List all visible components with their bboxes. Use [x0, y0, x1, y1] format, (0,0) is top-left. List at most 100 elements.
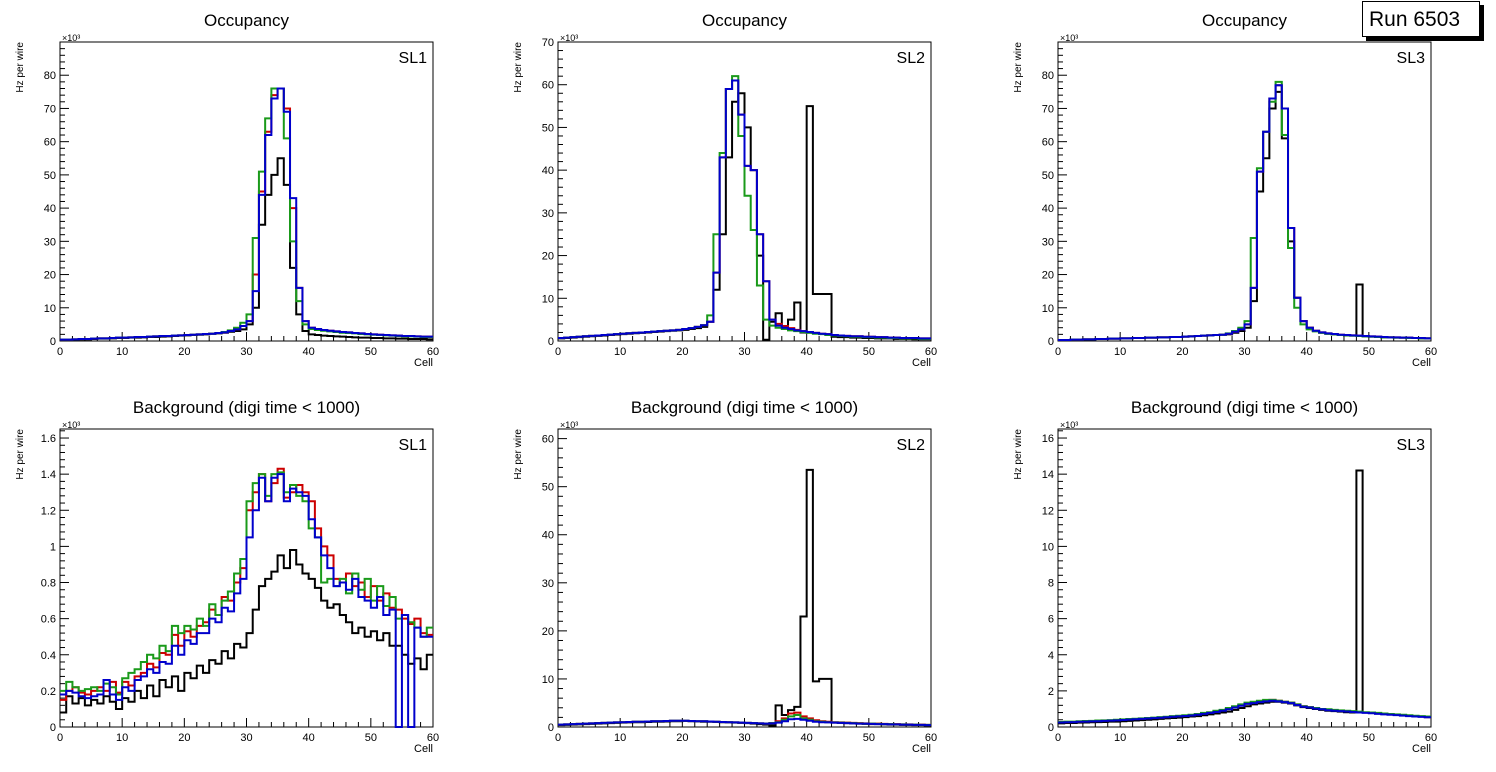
y-tick-label: 14 — [1042, 469, 1054, 481]
x-tick-label: 30 — [738, 346, 750, 358]
series-blue — [558, 717, 931, 727]
y-tick-label: 60 — [1042, 137, 1054, 149]
sl-label: SL2 — [897, 437, 926, 454]
chart-title: Occupancy — [1202, 11, 1288, 30]
series-black — [1058, 90, 1431, 342]
x-tick-label: 30 — [240, 732, 252, 744]
series-black — [60, 157, 433, 342]
y-tick-label: 0 — [50, 336, 56, 348]
series-red — [60, 87, 433, 341]
chart-panel-6: Background (digi time < 1000)0 10 20 30 40 50… — [1013, 398, 1437, 755]
sl-label: SL1 — [399, 437, 428, 454]
x-tick-label: 60 — [427, 732, 439, 744]
y-tick-label: 40 — [542, 530, 554, 542]
x-tick-label: 20 — [676, 732, 688, 744]
x-tick-label: 0 — [555, 346, 561, 358]
x-tick-label: 50 — [1363, 732, 1375, 744]
chart-panel-5: Background (digi time < 1000) 0 10 20 30 40 50… — [513, 398, 937, 755]
y-tick-label: 30 — [1042, 236, 1054, 248]
x-tick-label: 20 — [1176, 346, 1188, 358]
x-tick-label: 0 — [1055, 732, 1061, 744]
x-tick-label: 50 — [365, 346, 377, 358]
y-axis-label: Hz per wire — [513, 42, 524, 93]
chart-panel-4: Background (digi time < 1000)0 10 20 30 40 50… — [15, 398, 439, 755]
x-tick-label: 10 — [116, 346, 128, 358]
chart-title: Occupancy — [702, 11, 788, 30]
x-tick-label: 10 — [116, 732, 128, 744]
y-tick-label: 40 — [542, 165, 554, 177]
y-tick-label: 0 — [1048, 722, 1054, 734]
y-tick-label: 70 — [44, 103, 56, 115]
y-tick-label: 2 — [1048, 686, 1054, 698]
sl-label: SL3 — [1397, 437, 1426, 454]
x-tick-label: 50 — [863, 346, 875, 358]
y-multiplier-label: ×10³ — [62, 33, 80, 43]
x-tick-label: 40 — [1301, 346, 1313, 358]
plot-frame — [557, 428, 932, 728]
x-axis-label: Cell — [414, 743, 433, 755]
y-tick-label: 10 — [1042, 303, 1054, 315]
series-green — [1058, 80, 1431, 342]
y-tick-label: 1.6 — [41, 433, 56, 445]
y-tick-label: 70 — [542, 37, 554, 49]
x-tick-label: 10 — [1114, 346, 1126, 358]
sl-label: SL1 — [399, 50, 428, 67]
y-tick-label: 8 — [1048, 578, 1054, 590]
y-tick-label: 10 — [1042, 541, 1054, 553]
x-tick-label: 20 — [676, 346, 688, 358]
series-blue — [558, 79, 931, 340]
y-tick-label: 6 — [1048, 614, 1054, 626]
series-red — [1058, 84, 1431, 342]
plot-frame — [1057, 41, 1432, 342]
y-tick-label: 40 — [1042, 203, 1054, 215]
sl-label: SL3 — [1397, 50, 1426, 67]
y-tick-label: 50 — [44, 170, 56, 182]
y-multiplier-label: ×10³ — [62, 420, 80, 430]
y-multiplier-label: ×10³ — [1060, 420, 1078, 430]
y-tick-label: 12 — [1042, 505, 1054, 517]
x-tick-label: 20 — [178, 732, 190, 744]
x-tick-label: 30 — [1238, 346, 1250, 358]
y-tick-label: 10 — [542, 674, 554, 686]
y-tick-label: 80 — [44, 70, 56, 82]
x-tick-label: 60 — [427, 346, 439, 358]
plot-frame — [59, 41, 434, 342]
sl-label: SL2 — [897, 50, 926, 67]
y-multiplier-label: ×10³ — [560, 33, 578, 43]
y-axis-label: Hz per wire — [15, 42, 26, 93]
series-black — [60, 549, 433, 714]
y-tick-label: 0 — [548, 722, 554, 734]
x-tick-label: 30 — [1238, 732, 1250, 744]
x-tick-label: 20 — [178, 346, 190, 358]
x-axis-label: Cell — [912, 743, 931, 755]
y-axis-label: Hz per wire — [1013, 429, 1024, 480]
x-tick-label: 10 — [614, 346, 626, 358]
y-tick-label: 20 — [542, 251, 554, 263]
y-axis-label: Hz per wire — [15, 429, 26, 480]
y-tick-label: 0.2 — [41, 686, 56, 698]
series-blue — [60, 473, 433, 728]
x-tick-label: 30 — [240, 346, 252, 358]
series-black — [558, 468, 931, 727]
y-axis-label: Hz per wire — [513, 429, 524, 480]
x-tick-label: 50 — [1363, 346, 1375, 358]
x-tick-label: 50 — [863, 732, 875, 744]
y-tick-label: 0.8 — [41, 578, 56, 590]
y-multiplier-label: ×10³ — [1060, 33, 1078, 43]
y-tick-label: 0 — [548, 336, 554, 348]
series-green — [60, 87, 433, 341]
y-multiplier-label: ×10³ — [560, 420, 578, 430]
y-tick-label: 0 — [1048, 336, 1054, 348]
plot-frame — [1057, 428, 1432, 728]
y-tick-label: 4 — [1048, 650, 1054, 662]
y-tick-label: 40 — [44, 203, 56, 215]
y-tick-label: 0 — [50, 722, 56, 734]
x-tick-label: 0 — [1055, 346, 1061, 358]
y-tick-label: 60 — [44, 137, 56, 149]
chart-title: Background (digi time < 1000) — [631, 398, 858, 417]
y-tick-label: 30 — [542, 208, 554, 220]
y-tick-label: 1.4 — [41, 469, 56, 481]
x-tick-label: 60 — [1425, 732, 1437, 744]
